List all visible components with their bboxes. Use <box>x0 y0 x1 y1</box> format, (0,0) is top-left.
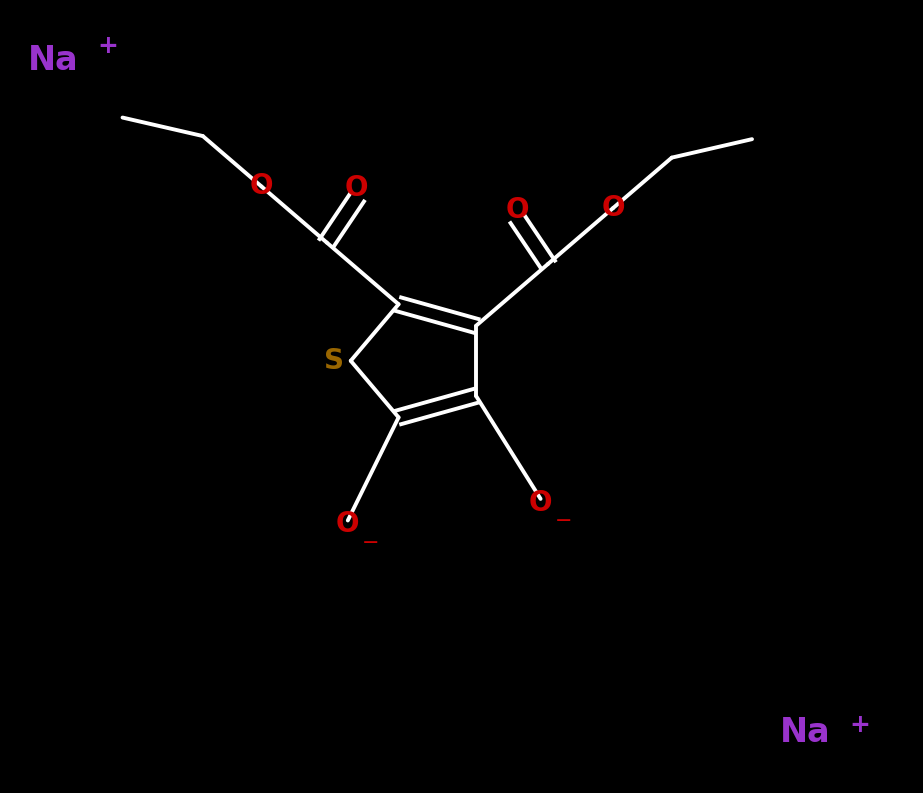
Text: O: O <box>250 173 273 201</box>
Text: Na: Na <box>780 716 831 749</box>
Text: O: O <box>345 174 368 202</box>
Text: O: O <box>601 194 625 222</box>
Text: −: − <box>362 533 379 553</box>
Text: +: + <box>97 34 118 58</box>
Text: O: O <box>529 488 552 517</box>
Text: O: O <box>506 196 530 224</box>
Text: Na: Na <box>28 44 78 77</box>
Text: +: + <box>849 714 870 737</box>
Text: −: − <box>555 511 572 531</box>
Text: S: S <box>324 347 344 375</box>
Text: O: O <box>336 511 360 538</box>
